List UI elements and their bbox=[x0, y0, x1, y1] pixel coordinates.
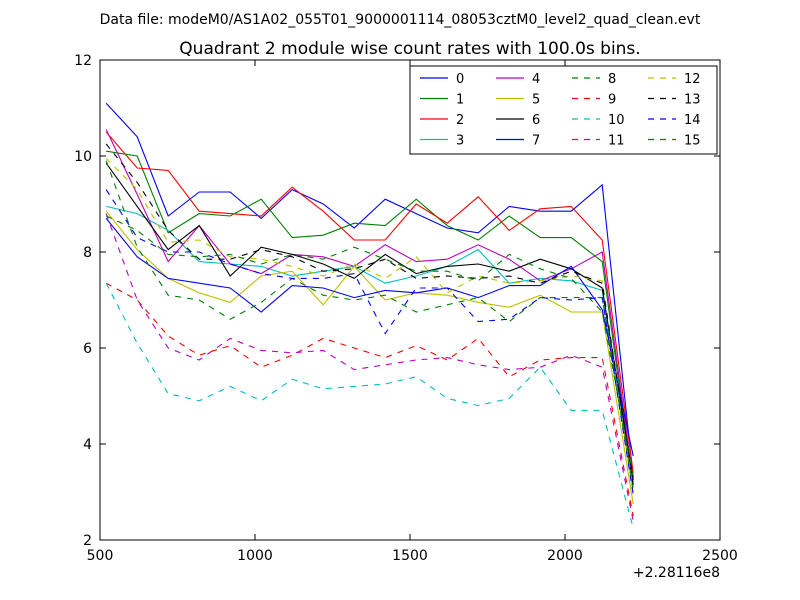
x-tick-label: 1500 bbox=[392, 548, 428, 564]
x-tick-label: 2000 bbox=[547, 548, 583, 564]
y-tick-label: 6 bbox=[83, 341, 92, 357]
legend-label-9: 9 bbox=[608, 93, 616, 108]
y-tick-label: 10 bbox=[74, 149, 92, 165]
series-line-11 bbox=[105, 213, 634, 521]
legend-label-2: 2 bbox=[456, 113, 464, 128]
series-line-0 bbox=[105, 102, 634, 478]
legend-label-3: 3 bbox=[456, 134, 464, 149]
y-tick-label: 8 bbox=[83, 245, 92, 261]
legend-label-15: 15 bbox=[684, 134, 701, 149]
y-tick-label: 2 bbox=[83, 533, 92, 549]
series-line-4 bbox=[105, 129, 634, 483]
x-tick-label: 500 bbox=[87, 548, 114, 564]
legend-label-6: 6 bbox=[532, 113, 540, 128]
legend-label-10: 10 bbox=[608, 113, 625, 128]
legend-label-4: 4 bbox=[532, 72, 540, 87]
legend-label-7: 7 bbox=[532, 134, 540, 149]
x-tick-label: 1000 bbox=[237, 548, 273, 564]
series-line-6 bbox=[105, 162, 634, 481]
legend-label-14: 14 bbox=[684, 113, 701, 128]
series-line-15 bbox=[105, 215, 634, 478]
x-offset-label: +2.28116e8 bbox=[633, 565, 720, 581]
series-layer bbox=[105, 102, 634, 529]
legend-label-0: 0 bbox=[456, 72, 464, 87]
series-line-7 bbox=[105, 218, 634, 457]
legend-label-11: 11 bbox=[608, 134, 625, 149]
series-line-1 bbox=[106, 150, 634, 488]
legend-label-13: 13 bbox=[684, 93, 701, 108]
series-line-2 bbox=[105, 131, 634, 473]
series-line-13 bbox=[105, 143, 634, 485]
datafile-caption: Data file: modeM0/AS1A02_055T01_90000011… bbox=[100, 12, 701, 28]
legend-label-8: 8 bbox=[608, 72, 616, 87]
series-line-3 bbox=[106, 205, 634, 488]
y-tick-label: 4 bbox=[83, 437, 92, 453]
y-tick-label: 12 bbox=[74, 53, 92, 69]
legend-label-5: 5 bbox=[532, 93, 540, 108]
series-line-14 bbox=[105, 189, 634, 495]
series-line-8 bbox=[105, 160, 634, 493]
series-line-12 bbox=[105, 158, 634, 495]
legend-label-1: 1 bbox=[456, 93, 464, 108]
legend-label-12: 12 bbox=[684, 72, 701, 87]
x-tick-label: 2500 bbox=[702, 548, 738, 564]
chart-title: Quadrant 2 module wise count rates with … bbox=[179, 39, 640, 59]
series-line-10 bbox=[105, 282, 634, 529]
series-line-9 bbox=[105, 282, 634, 517]
